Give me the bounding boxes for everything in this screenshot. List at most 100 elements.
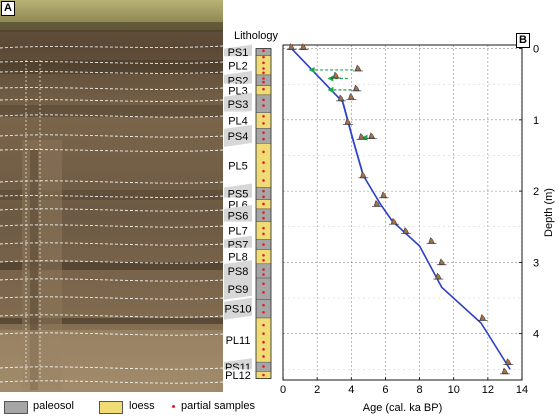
sample-dot bbox=[262, 340, 265, 344]
legend-paleosol-label: paleosol bbox=[33, 400, 74, 412]
lith-label-pl5: PL5 bbox=[228, 160, 248, 172]
y-tick-label: 4 bbox=[533, 329, 539, 341]
lith-label-bg-pl12 bbox=[224, 369, 252, 381]
sample-dot bbox=[262, 268, 265, 271]
sample-dot bbox=[262, 169, 265, 173]
sample-dot bbox=[262, 253, 265, 257]
lith-label-bg-pl3 bbox=[224, 83, 252, 97]
sample-dot bbox=[262, 104, 265, 107]
sample-dot bbox=[262, 323, 265, 327]
x-tick-label: 8 bbox=[417, 384, 423, 396]
dated-sample-highlight bbox=[346, 120, 349, 124]
lith-label-ps9: PS9 bbox=[228, 284, 249, 296]
x-tick-label: 10 bbox=[448, 384, 460, 396]
lith-label-pl2: PL2 bbox=[228, 60, 248, 72]
panel-a-label: A bbox=[1, 1, 15, 16]
lith-column-frame bbox=[255, 48, 272, 379]
x-axis-label: Age (cal. ka BP) bbox=[363, 402, 442, 414]
lith-label-bg-pl11 bbox=[224, 331, 252, 350]
sample-dot bbox=[262, 55, 265, 59]
lith-label-bg-pl4 bbox=[224, 111, 252, 130]
lith-unit-ps3 bbox=[255, 94, 272, 113]
lith-unit-ps2 bbox=[255, 74, 272, 86]
age-reversal-arrowhead bbox=[308, 66, 315, 73]
dated-sample-highlight bbox=[340, 96, 343, 100]
sample-dot bbox=[262, 195, 265, 199]
lith-label-ps3: PS3 bbox=[228, 99, 249, 111]
sample-dot bbox=[262, 137, 265, 141]
sample-dot bbox=[262, 80, 265, 84]
y-tick-label: 0 bbox=[533, 44, 539, 56]
sample-dot bbox=[262, 211, 265, 214]
sample-dot bbox=[262, 98, 265, 102]
lithology-title: Lithology bbox=[234, 30, 279, 42]
sample-dot bbox=[262, 216, 265, 220]
dated-sample-highlight bbox=[302, 45, 305, 49]
vertical-sampling-trenches bbox=[25, 60, 41, 380]
lith-unit-ps10 bbox=[255, 299, 272, 319]
x-tick-label: 12 bbox=[482, 384, 494, 396]
lith-unit-pl7 bbox=[255, 221, 272, 240]
lith-label-bg-ps6 bbox=[224, 204, 252, 226]
lith-unit-pl8 bbox=[255, 249, 272, 265]
age-model-uncertainty-band bbox=[289, 46, 512, 372]
sample-dot bbox=[262, 189, 265, 193]
dated-sample-highlight bbox=[503, 369, 506, 373]
dated-sample-highlight bbox=[481, 316, 484, 320]
dated-sample-highlight bbox=[360, 135, 363, 139]
sample-dot bbox=[262, 161, 265, 164]
sample-dot bbox=[262, 114, 265, 118]
sample-dot bbox=[262, 282, 265, 286]
sample-dot bbox=[262, 131, 265, 134]
lith-label-bg-pl7 bbox=[224, 221, 252, 240]
dated-sample-highlight bbox=[430, 239, 433, 243]
lith-label-ps5: PS5 bbox=[228, 189, 249, 201]
lith-label-ps1: PS1 bbox=[228, 47, 249, 59]
sample-dot bbox=[262, 348, 265, 351]
lith-label-bg-pl2 bbox=[224, 56, 252, 75]
sample-dot bbox=[262, 332, 265, 335]
dated-sample-highlight bbox=[437, 275, 440, 279]
lith-unit-ps4 bbox=[255, 128, 272, 144]
section-photo bbox=[0, 0, 223, 392]
x-tick-label: 6 bbox=[382, 384, 388, 396]
sample-dot bbox=[262, 355, 265, 358]
legend-paleosol-swatch bbox=[4, 401, 28, 414]
sample-dot bbox=[262, 150, 265, 154]
lith-label-bg-ps4 bbox=[224, 124, 252, 147]
age-model-line bbox=[290, 48, 511, 370]
legend-loess-label: loess bbox=[129, 400, 155, 412]
sample-dot bbox=[262, 258, 265, 262]
lith-label-bg-ps10 bbox=[224, 297, 252, 320]
dated-sample-highlight bbox=[334, 74, 337, 78]
dated-sample-highlight bbox=[404, 229, 407, 233]
age-reversal-arrowhead bbox=[327, 75, 334, 82]
lith-label-ps4: PS4 bbox=[228, 131, 249, 143]
lith-label-pl4: PL4 bbox=[228, 116, 248, 128]
sample-dot bbox=[262, 49, 265, 53]
sample-dot bbox=[262, 373, 265, 377]
lith-label-pl12: PL12 bbox=[225, 370, 251, 382]
sample-dot bbox=[262, 77, 265, 80]
sample-dot bbox=[262, 365, 265, 368]
age-reversal-arrowhead bbox=[327, 86, 334, 93]
sample-dot bbox=[262, 87, 265, 91]
lith-label-pl11: PL11 bbox=[226, 335, 251, 347]
legend-samples-label: partial samples bbox=[181, 400, 255, 412]
y-tick-label: 1 bbox=[533, 115, 539, 127]
dated-sample-highlight bbox=[355, 86, 358, 90]
dated-sample-highlight bbox=[440, 260, 443, 264]
lith-label-bg-ps1 bbox=[224, 44, 252, 60]
dated-sample-highlight bbox=[370, 134, 373, 138]
lith-label-ps10: PS10 bbox=[225, 304, 252, 316]
sample-dot bbox=[262, 310, 265, 314]
lith-unit-ps9 bbox=[255, 277, 272, 300]
sample-dot bbox=[262, 303, 265, 307]
sample-dot bbox=[262, 273, 265, 276]
lithology-column: PS1PL2PS2PL3PS3PL4PS4PL5PS5PL6PS6PL7PS7P… bbox=[224, 44, 272, 382]
layer-boundaries bbox=[0, 45, 223, 384]
y-tick-label: 2 bbox=[533, 186, 539, 198]
y-tick-label: 3 bbox=[533, 257, 539, 269]
